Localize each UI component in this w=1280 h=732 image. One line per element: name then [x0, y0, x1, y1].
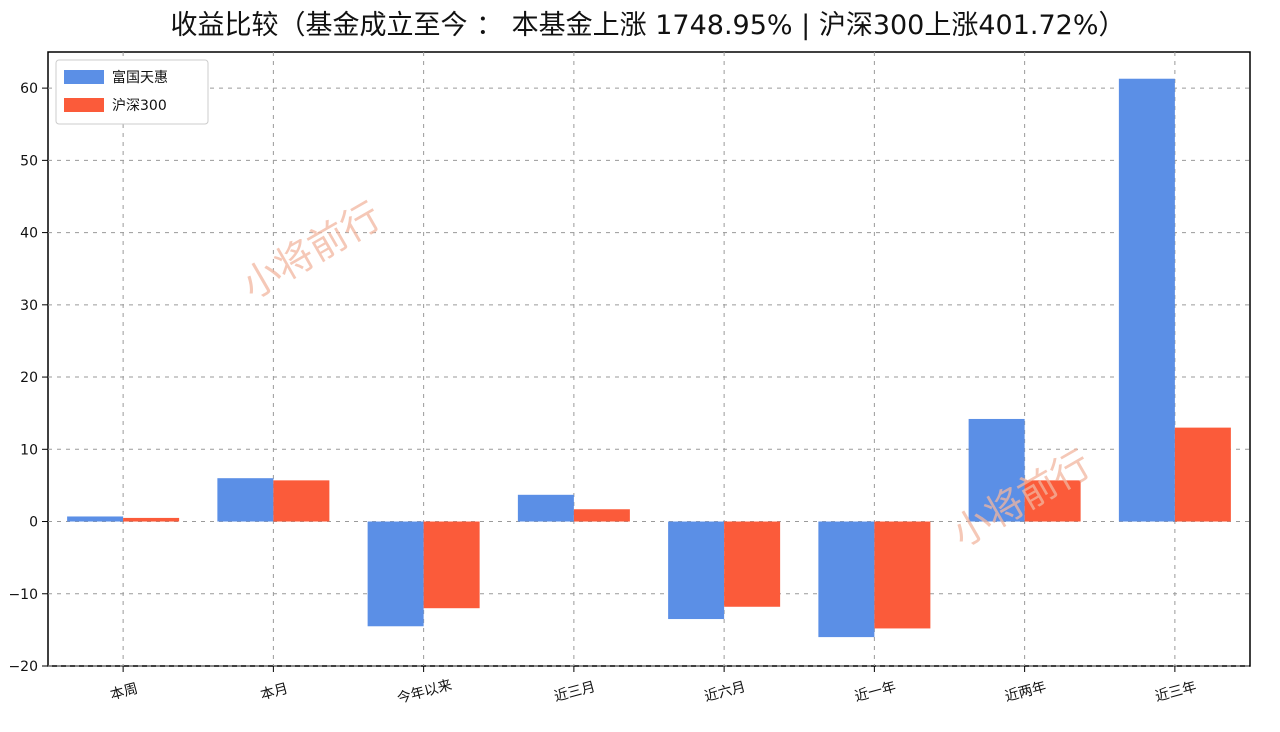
- x-tick-label: 近一年: [853, 679, 898, 705]
- legend-label-hs300: 沪深300: [112, 98, 167, 114]
- y-tick-label: 60: [20, 81, 38, 97]
- x-tick-label: 今年以来: [395, 677, 453, 707]
- y-tick-label: 40: [20, 226, 38, 242]
- x-tick-label: 近两年: [1003, 679, 1048, 705]
- bar-hs300: [273, 480, 330, 522]
- legend-label-fuguo-tianhui: 富国天惠: [112, 69, 168, 86]
- x-axis: 本周 本月 今年以来 近三月 近六月 近一年 近两年 近三年: [108, 666, 1198, 707]
- x-tick-label: 近三年: [1153, 679, 1198, 705]
- bar-hs300: [573, 509, 630, 522]
- bar-fuguo-tianhui: [217, 478, 274, 522]
- plot-frame: [47, 51, 1251, 667]
- bar-fuguo-tianhui: [968, 418, 1025, 522]
- chart-title: 收益比较（基金成立至今 ： 本基金上涨 1748.95% | 沪深300上涨40…: [171, 10, 1126, 41]
- x-tick-label: 近三月: [552, 679, 597, 705]
- watermark: 小将前行 小将前行: [235, 194, 1099, 556]
- y-axis: −20 −10 0 10 20 30 40 50 60: [8, 81, 48, 675]
- bar-hs300: [123, 517, 180, 522]
- x-tick-label: 本月: [259, 681, 290, 704]
- bar-fuguo-tianhui: [1118, 78, 1175, 522]
- bar-fuguo-tianhui: [517, 494, 574, 522]
- legend: 富国天惠 沪深300: [55, 59, 209, 125]
- bars: [67, 78, 1231, 638]
- x-tick-label: 近六月: [703, 679, 748, 705]
- y-tick-label: 10: [20, 442, 38, 458]
- x-tick-label: 本周: [108, 681, 139, 704]
- y-tick-label: 20: [20, 370, 38, 386]
- y-tick-label: 0: [29, 515, 38, 531]
- bar-fuguo-tianhui: [367, 521, 424, 627]
- watermark-text: 小将前行: [235, 194, 389, 308]
- y-tick-label: 50: [20, 153, 38, 169]
- bar-fuguo-tianhui: [67, 516, 124, 522]
- bar-hs300: [423, 521, 480, 609]
- y-tick-label: 30: [20, 298, 38, 314]
- bar-hs300: [1174, 427, 1231, 522]
- y-tick-label: −10: [8, 587, 38, 603]
- y-tick-label: −20: [8, 659, 38, 675]
- grid-lines: [48, 52, 1250, 667]
- legend-swatch-fuguo-tianhui: [64, 70, 104, 84]
- bar-hs300: [724, 521, 781, 607]
- bar-hs300: [1024, 480, 1081, 522]
- bar-hs300: [874, 521, 931, 629]
- bar-fuguo-tianhui: [818, 521, 875, 638]
- bar-fuguo-tianhui: [668, 521, 725, 620]
- legend-swatch-hs300: [64, 98, 104, 112]
